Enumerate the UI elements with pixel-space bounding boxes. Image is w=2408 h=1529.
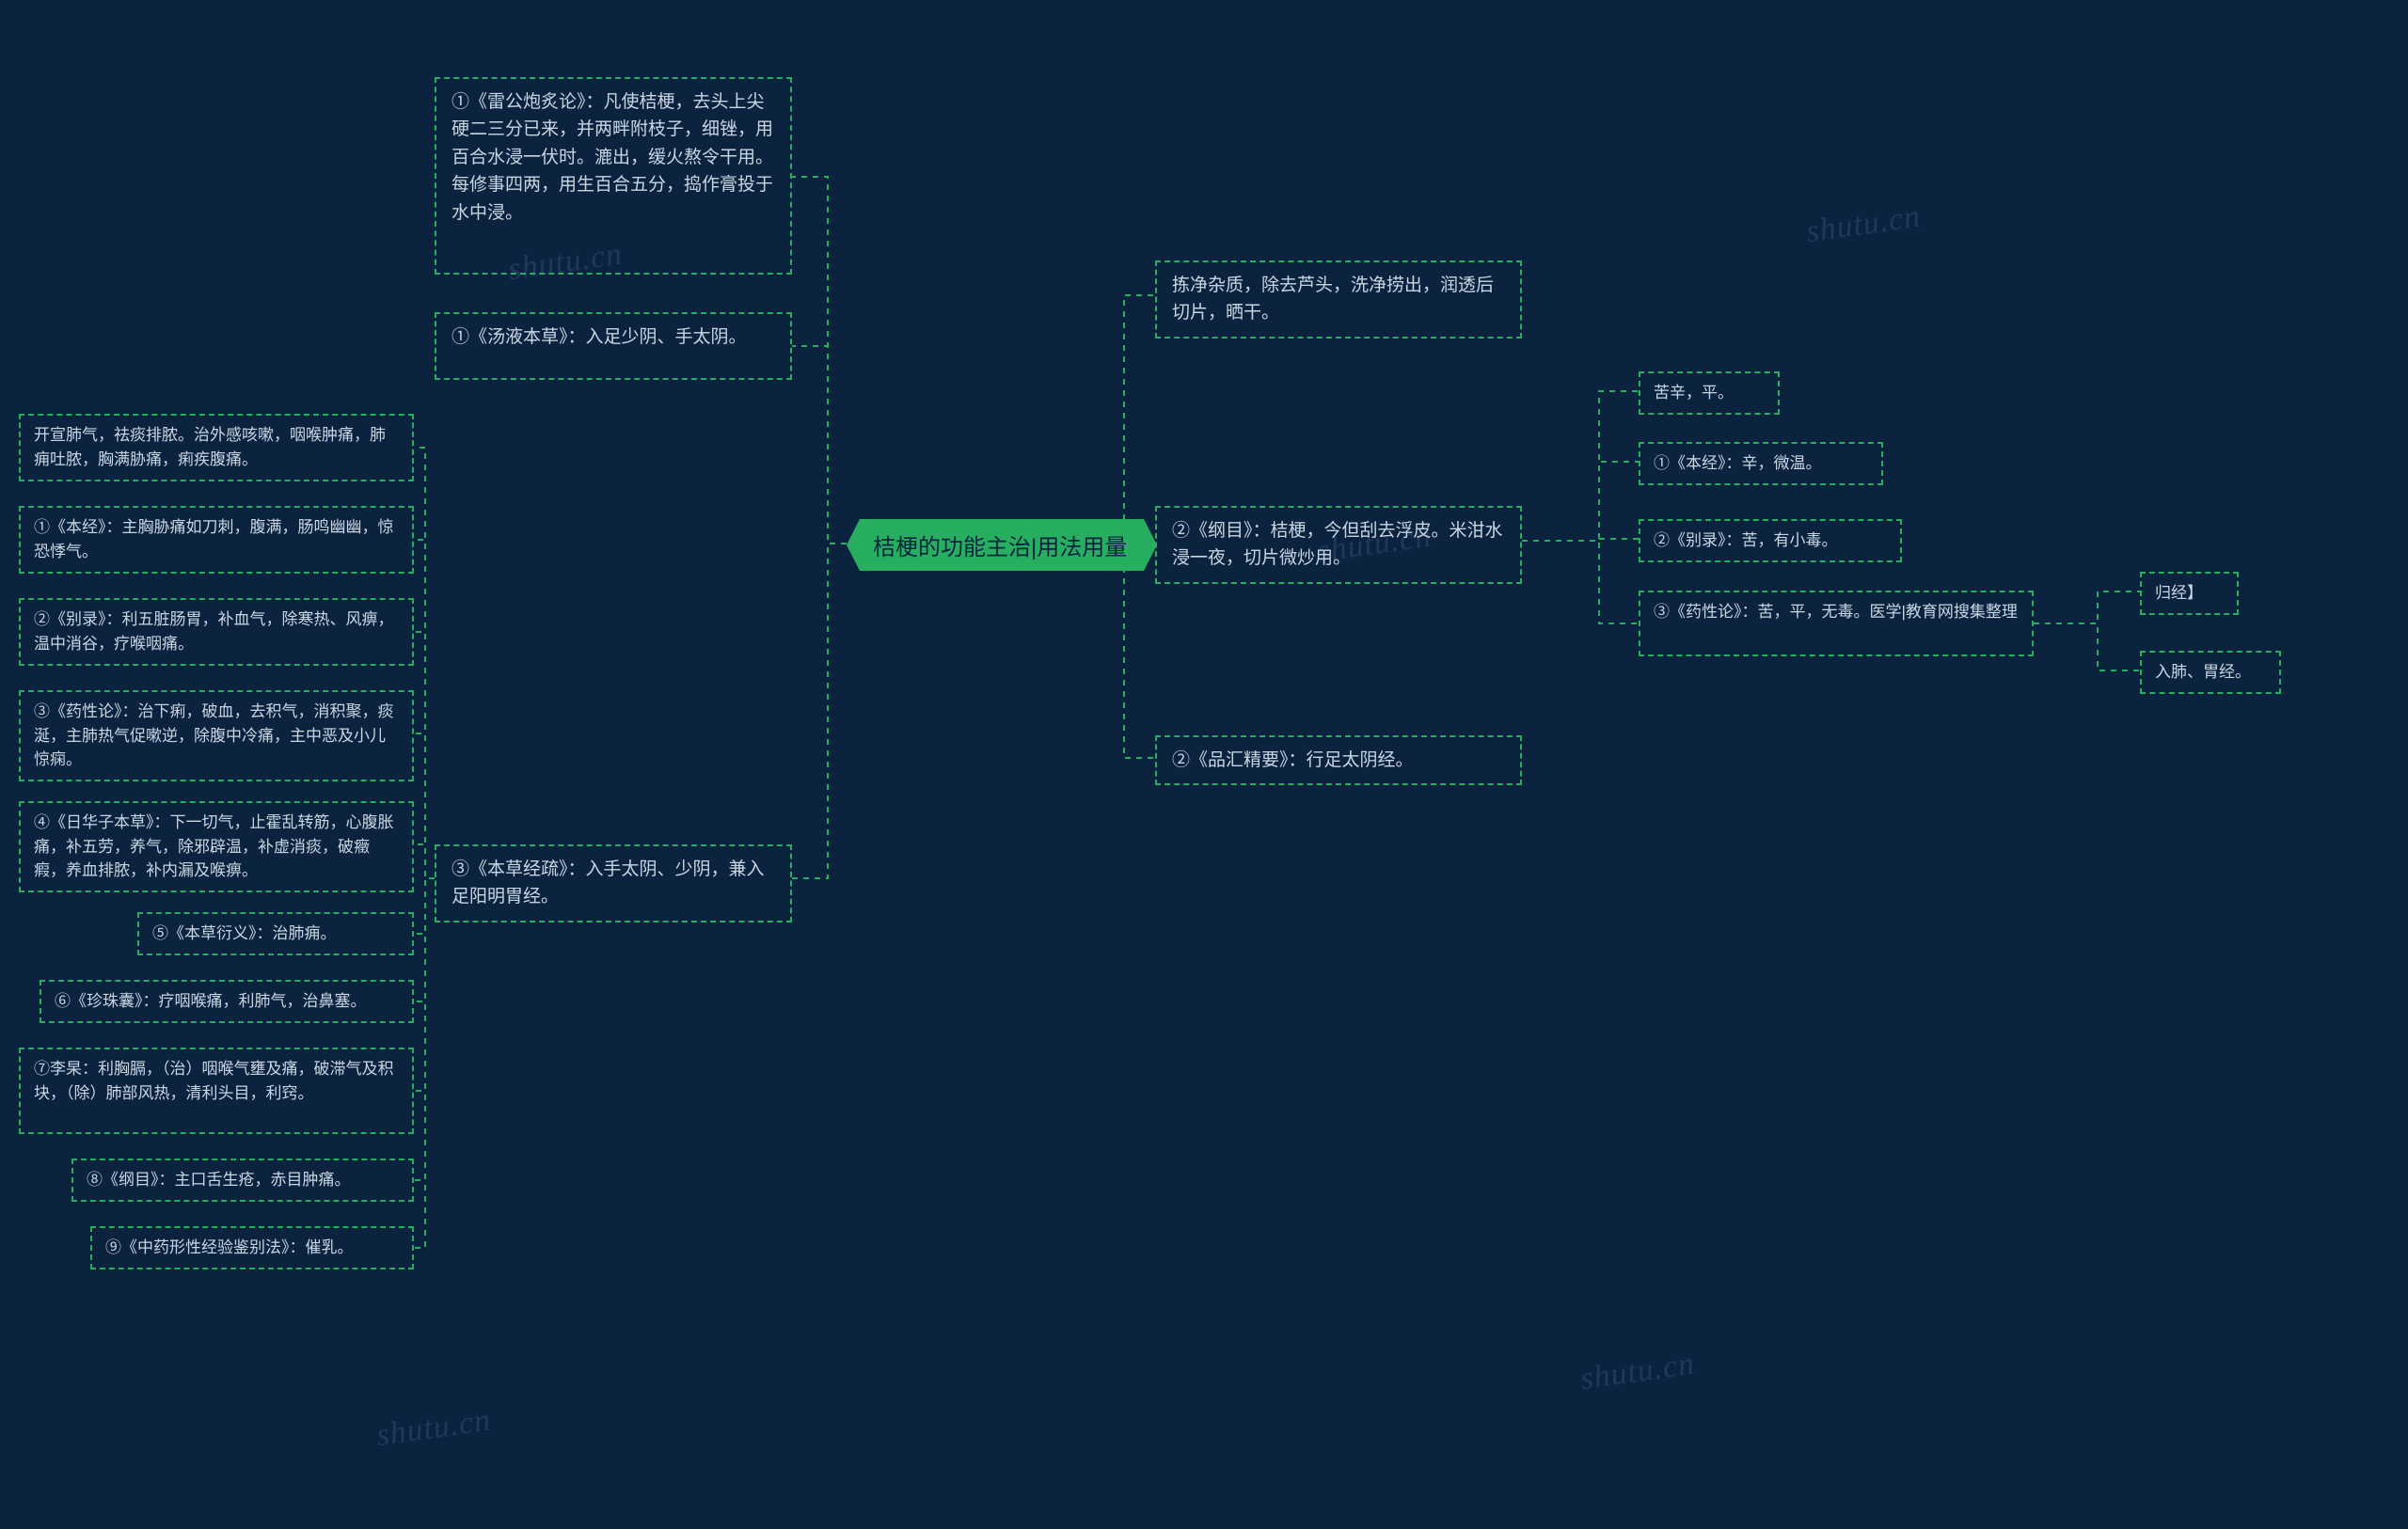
mindmap-node-r1: 拣净杂质，除去芦头，洗净捞出，润透后切片，晒干。 <box>1155 260 1522 339</box>
node-label: ②《品汇精要》：行足太阴经。 <box>1172 750 1414 770</box>
node-label: ③《本草经疏》：入手太阴、少阴，兼入足阳明胃经。 <box>452 859 765 906</box>
edge-r2-r2d <box>1522 541 1639 623</box>
edge-r2-r2a <box>1522 391 1639 541</box>
node-label: ②《别录》：利五脏肠胃，补血气，除寒热、风痹，温中消谷，疗喉咽痛。 <box>34 610 394 653</box>
mindmap-node-r3: ②《品汇精要》：行足太阴经。 <box>1155 735 1522 785</box>
node-label: 拣净杂质，除去芦头，洗净捞出，润透后切片，晒干。 <box>1172 276 1494 323</box>
edge-l3-l3j <box>414 878 435 1248</box>
edge-r2-r2c <box>1522 539 1639 541</box>
root-node: 桔梗的功能主治|用法用量 <box>847 519 1157 571</box>
node-label: ③《药性论》：治下痢，破血，去积气，消积聚，痰涎，主肺热气促嗽逆，除腹中冷痛，主… <box>34 702 394 768</box>
edge-root-l2 <box>792 346 847 544</box>
node-label: ①《本经》：主胸胁痛如刀刺，腹满，肠鸣幽幽，惊恐悸气。 <box>34 518 394 560</box>
mindmap-node-r2a: 苦辛，平。 <box>1639 371 1780 415</box>
edge-l3-l3c <box>414 632 435 878</box>
edge-l3-l3a <box>414 448 435 878</box>
mindmap-node-l3f: ⑤《本草衍义》：治肺痈。 <box>137 912 414 955</box>
mindmap-node-l3g: ⑥《珍珠囊》：疗咽喉痛，利肺气，治鼻塞。 <box>40 980 414 1023</box>
node-label: ④《日华子本草》：下一切气，止霍乱转筋，心腹胀痛，补五劳，养气，除邪辟温，补虚消… <box>34 813 394 879</box>
edge-r2d-r2d2 <box>2034 623 2140 670</box>
edge-root-r3 <box>1124 544 1157 758</box>
edge-l3-l3i <box>414 878 435 1180</box>
root-label: 桔梗的功能主治|用法用量 <box>873 535 1127 560</box>
mindmap-node-r2d: ③《药性论》：苦，平，无毒。医学|教育网搜集整理 <box>1639 591 2034 656</box>
mindmap-node-l3b: ①《本经》：主胸胁痛如刀刺，腹满，肠鸣幽幽，惊恐悸气。 <box>19 506 414 574</box>
edge-l3-l3d <box>414 733 435 878</box>
node-label: 开宣肺气，祛痰排脓。治外感咳嗽，咽喉肿痛，肺痈吐脓，胸满胁痛，痢疾腹痛。 <box>34 426 386 468</box>
mindmap-node-l2: ①《汤液本草》：入足少阴、手太阴。 <box>435 312 792 380</box>
edge-r2d-r2d1 <box>2034 591 2140 623</box>
node-label: 归经】 <box>2155 584 2203 602</box>
edge-r2-r2b <box>1522 462 1639 541</box>
node-label: ①《雷公炮炙论》：凡使桔梗，去头上尖硬二三分已来，并两畔附枝子，细锉，用百合水浸… <box>452 92 773 223</box>
mindmap-node-l3c: ②《别录》：利五脏肠胃，补血气，除寒热、风痹，温中消谷，疗喉咽痛。 <box>19 598 414 666</box>
node-label: ⑨《中药形性经验鉴别法》：催乳。 <box>105 1238 354 1256</box>
mindmap-node-l3: ③《本草经疏》：入手太阴、少阴，兼入足阳明胃经。 <box>435 844 792 922</box>
node-label: ①《本经》：辛，微温。 <box>1654 454 1822 472</box>
edge-root-r1 <box>1124 295 1157 544</box>
mindmap-node-l3j: ⑨《中药形性经验鉴别法》：催乳。 <box>90 1226 414 1269</box>
edge-l3-l3e <box>414 844 435 878</box>
edge-l3-l3g <box>414 878 435 1001</box>
mindmap-node-l3a: 开宣肺气，祛痰排脓。治外感咳嗽，咽喉肿痛，肺痈吐脓，胸满胁痛，痢疾腹痛。 <box>19 414 414 481</box>
mindmap-node-l3h: ⑦李杲：利胸膈，（治）咽喉气壅及痛，破滞气及积块，（除）肺部风热，清利头目，利窍… <box>19 1048 414 1134</box>
mindmap-node-l3i: ⑧《纲目》：主口舌生疮，赤目肿痛。 <box>71 1159 414 1202</box>
node-label: 入肺、胃经。 <box>2155 663 2251 681</box>
node-label: ③《药性论》：苦，平，无毒。医学|教育网搜集整理 <box>1654 603 2018 621</box>
node-label: ②《纲目》：桔梗，今但刮去浮皮。米泔水浸一夜，切片微炒用。 <box>1172 521 1503 568</box>
edge-l3-l3b <box>414 540 435 878</box>
edge-root-l3 <box>792 544 847 878</box>
edge-l3-l3f <box>414 878 435 934</box>
watermark: shutu.cn <box>1578 1347 1697 1398</box>
node-label: ⑧《纲目》：主口舌生疮，赤目肿痛。 <box>87 1171 351 1189</box>
mindmap-node-r2d1: 归经】 <box>2140 572 2239 615</box>
edge-root-l1 <box>792 177 847 544</box>
node-label: ①《汤液本草》：入足少阴、手太阴。 <box>452 327 747 347</box>
node-label: 苦辛，平。 <box>1654 384 1734 402</box>
node-label: ⑤《本草衍义》：治肺痈。 <box>152 924 337 942</box>
node-label: ⑥《珍珠囊》：疗咽喉痛，利肺气，治鼻塞。 <box>55 992 367 1010</box>
node-label: ⑦李杲：利胸膈，（治）咽喉气壅及痛，破滞气及积块，（除）肺部风热，清利头目，利窍… <box>34 1060 394 1102</box>
mindmap-node-r2d2: 入肺、胃经。 <box>2140 651 2281 694</box>
node-label: ②《别录》：苦，有小毒。 <box>1654 531 1838 549</box>
mindmap-node-r2c: ②《别录》：苦，有小毒。 <box>1639 519 1902 562</box>
mindmap-node-l3e: ④《日华子本草》：下一切气，止霍乱转筋，心腹胀痛，补五劳，养气，除邪辟温，补虚消… <box>19 801 414 892</box>
edge-l3-l3h <box>414 878 435 1091</box>
mindmap-node-r2: ②《纲目》：桔梗，今但刮去浮皮。米泔水浸一夜，切片微炒用。 <box>1155 506 1522 584</box>
mindmap-node-r2b: ①《本经》：辛，微温。 <box>1639 442 1883 485</box>
mindmap-node-l3d: ③《药性论》：治下痢，破血，去积气，消积聚，痰涎，主肺热气促嗽逆，除腹中冷痛，主… <box>19 690 414 781</box>
mindmap-node-l1: ①《雷公炮炙论》：凡使桔梗，去头上尖硬二三分已来，并两畔附枝子，细锉，用百合水浸… <box>435 77 792 275</box>
watermark: shutu.cn <box>1804 199 1923 251</box>
watermark: shutu.cn <box>374 1403 493 1455</box>
